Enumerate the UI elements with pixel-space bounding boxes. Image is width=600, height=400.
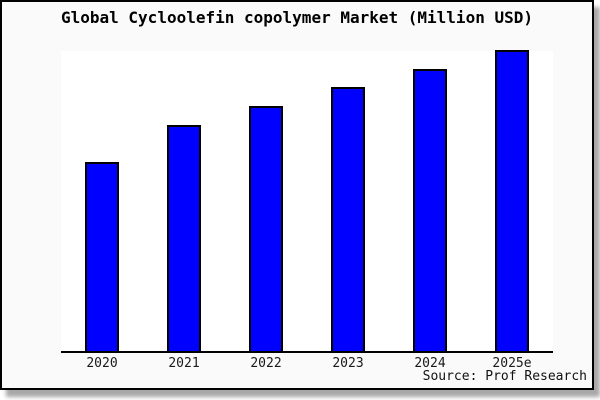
- x-tick-label-2020: 2020: [86, 356, 118, 371]
- x-tick-label-2025e: 2025e: [492, 356, 532, 371]
- x-tick-label-2022: 2022: [250, 356, 282, 371]
- bar-2024: [413, 69, 447, 351]
- bar-2021: [167, 125, 201, 351]
- bar-2025e: [495, 50, 529, 351]
- x-tick-label-2024: 2024: [414, 356, 446, 371]
- source-note: Source: Prof Research: [422, 369, 587, 384]
- bar-2022: [249, 106, 283, 351]
- x-tick-label-2023: 2023: [332, 356, 364, 371]
- bar-2023: [331, 87, 365, 351]
- x-tick-label-2021: 2021: [168, 356, 200, 371]
- chart-title: Global Cycloolefin copolymer Market (Mil…: [60, 8, 533, 27]
- plot-area: [61, 50, 553, 353]
- bar-2020: [85, 162, 119, 351]
- chart-frame: Global Cycloolefin copolymer Market (Mil…: [0, 0, 594, 390]
